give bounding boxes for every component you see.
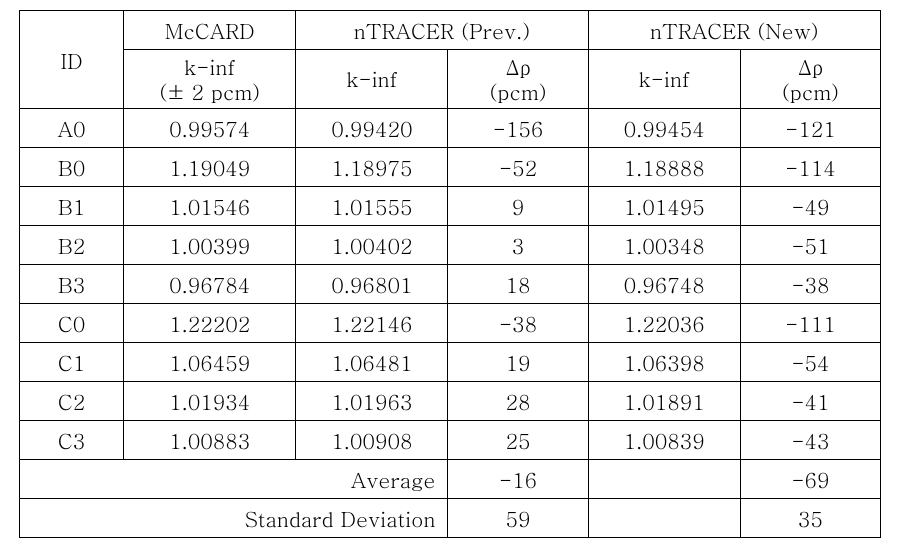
cell-new-drho: -41 <box>740 382 880 421</box>
stddev-new-kinf-empty <box>588 499 740 538</box>
cell-new-kinf: 1.01495 <box>588 187 740 226</box>
table-row: C31.008831.00908251.00839-43 <box>20 421 881 460</box>
cell-mccard: 0.99574 <box>124 109 296 148</box>
cell-prev-kinf: 1.22146 <box>296 304 448 343</box>
cell-prev-drho: -156 <box>448 109 588 148</box>
cell-id: B0 <box>20 148 124 187</box>
table-row: C21.019341.01963281.01891-41 <box>20 382 881 421</box>
cell-prev-drho: 18 <box>448 265 588 304</box>
cell-new-drho: -49 <box>740 187 880 226</box>
cell-id: A0 <box>20 109 124 148</box>
table-summary: Average -16 -69 Standard Deviation 59 35 <box>20 460 881 538</box>
average-label: Average <box>20 460 448 499</box>
cell-prev-kinf: 1.18975 <box>296 148 448 187</box>
table-header: ID McCARD nTRACER (Prev.) nTRACER (New) … <box>20 10 881 108</box>
table-row: A00.995740.99420-1560.99454-121 <box>20 109 881 148</box>
header-row-2: k-inf(± 2 pcm) k-inf Δρ(pcm) k-inf Δρ(pc… <box>20 49 881 108</box>
cell-id: B3 <box>20 265 124 304</box>
cell-prev-kinf: 1.00908 <box>296 421 448 460</box>
cell-mccard: 1.01546 <box>124 187 296 226</box>
cell-prev-kinf: 0.96801 <box>296 265 448 304</box>
table-row: B01.190491.18975-521.18888-114 <box>20 148 881 187</box>
cell-new-drho: -121 <box>740 109 880 148</box>
cell-new-kinf: 1.18888 <box>588 148 740 187</box>
cell-prev-drho: 9 <box>448 187 588 226</box>
cell-prev-drho: 3 <box>448 226 588 265</box>
cell-new-kinf: 0.99454 <box>588 109 740 148</box>
cell-prev-drho: 28 <box>448 382 588 421</box>
cell-mccard: 1.06459 <box>124 343 296 382</box>
average-row: Average -16 -69 <box>20 460 881 499</box>
col-mccard-header: McCARD <box>124 10 296 49</box>
cell-prev-drho: -52 <box>448 148 588 187</box>
cell-id: B1 <box>20 187 124 226</box>
cell-new-drho: -43 <box>740 421 880 460</box>
cell-prev-kinf: 1.00402 <box>296 226 448 265</box>
cell-prev-drho: -38 <box>448 304 588 343</box>
stddev-new-drho: 35 <box>740 499 880 538</box>
cell-prev-drho: 25 <box>448 421 588 460</box>
cell-mccard: 1.19049 <box>124 148 296 187</box>
comparison-table: ID McCARD nTRACER (Prev.) nTRACER (New) … <box>19 10 881 538</box>
col-ntracer-new-header: nTRACER (New) <box>588 10 880 49</box>
table-row: C11.064591.06481191.06398-54 <box>20 343 881 382</box>
table-row: B30.967840.96801180.96748-38 <box>20 265 881 304</box>
cell-prev-kinf: 1.01963 <box>296 382 448 421</box>
cell-id: C2 <box>20 382 124 421</box>
average-new-drho: -69 <box>740 460 880 499</box>
header-row-1: ID McCARD nTRACER (Prev.) nTRACER (New) <box>20 10 881 49</box>
table-row: C01.222021.22146-381.22036-111 <box>20 304 881 343</box>
cell-prev-kinf: 1.06481 <box>296 343 448 382</box>
cell-new-kinf: 1.01891 <box>588 382 740 421</box>
cell-prev-kinf: 1.01555 <box>296 187 448 226</box>
cell-mccard: 1.00883 <box>124 421 296 460</box>
table-body: A00.995740.99420-1560.99454-121B01.19049… <box>20 109 881 460</box>
cell-prev-kinf: 0.99420 <box>296 109 448 148</box>
cell-new-kinf: 1.22036 <box>588 304 740 343</box>
stddev-label: Standard Deviation <box>20 499 448 538</box>
col-ntracer-prev-header: nTRACER (Prev.) <box>296 10 588 49</box>
cell-mccard: 1.00399 <box>124 226 296 265</box>
stddev-prev-drho: 59 <box>448 499 588 538</box>
cell-new-kinf: 1.00348 <box>588 226 740 265</box>
cell-new-drho: -114 <box>740 148 880 187</box>
col-prev-drho-subheader: Δρ(pcm) <box>448 49 588 108</box>
table-row: B11.015461.0155591.01495-49 <box>20 187 881 226</box>
cell-id: C1 <box>20 343 124 382</box>
stddev-row: Standard Deviation 59 35 <box>20 499 881 538</box>
cell-new-drho: -38 <box>740 265 880 304</box>
col-mccard-subheader: k-inf(± 2 pcm) <box>124 49 296 108</box>
cell-id: C0 <box>20 304 124 343</box>
cell-mccard: 1.01934 <box>124 382 296 421</box>
cell-new-kinf: 1.06398 <box>588 343 740 382</box>
comparison-table-container: ID McCARD nTRACER (Prev.) nTRACER (New) … <box>19 10 881 538</box>
cell-mccard: 1.22202 <box>124 304 296 343</box>
cell-new-kinf: 1.00839 <box>588 421 740 460</box>
cell-id: C3 <box>20 421 124 460</box>
cell-new-drho: -111 <box>740 304 880 343</box>
cell-id: B2 <box>20 226 124 265</box>
table-row: B21.003991.0040231.00348-51 <box>20 226 881 265</box>
average-prev-drho: -16 <box>448 460 588 499</box>
col-new-kinf-subheader: k-inf <box>588 49 740 108</box>
cell-mccard: 0.96784 <box>124 265 296 304</box>
col-prev-kinf-subheader: k-inf <box>296 49 448 108</box>
col-id-header: ID <box>20 10 124 108</box>
cell-new-drho: -51 <box>740 226 880 265</box>
average-new-kinf-empty <box>588 460 740 499</box>
cell-new-kinf: 0.96748 <box>588 265 740 304</box>
cell-prev-drho: 19 <box>448 343 588 382</box>
cell-new-drho: -54 <box>740 343 880 382</box>
col-new-drho-subheader: Δρ(pcm) <box>740 49 880 108</box>
